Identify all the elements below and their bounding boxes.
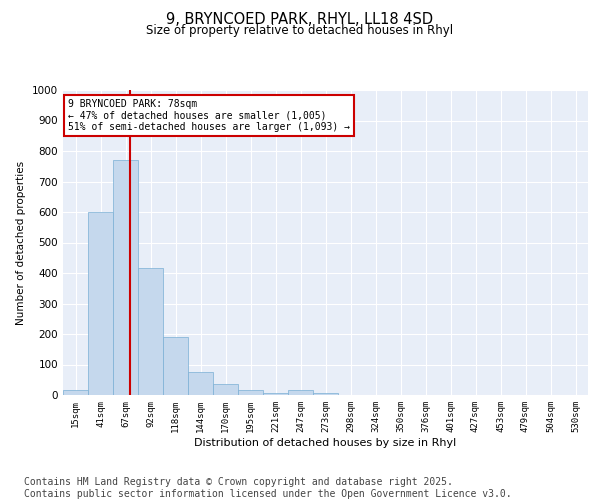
Y-axis label: Number of detached properties: Number of detached properties (16, 160, 26, 324)
Bar (213, 384, 238, 395)
Text: Contains HM Land Registry data © Crown copyright and database right 2025.
Contai: Contains HM Land Registry data © Crown c… (24, 478, 512, 499)
Bar (288, 390, 313, 395)
Bar (63, 390, 88, 395)
Bar (238, 390, 263, 395)
Text: 9 BRYNCOED PARK: 78sqm
← 47% of detached houses are smaller (1,005)
51% of semi-: 9 BRYNCOED PARK: 78sqm ← 47% of detached… (68, 99, 350, 132)
Bar (163, 337, 188, 395)
X-axis label: Distribution of detached houses by size in Rhyl: Distribution of detached houses by size … (194, 438, 457, 448)
Bar (138, 268, 163, 395)
Bar (263, 392, 288, 395)
Bar (88, 212, 113, 395)
Text: 9, BRYNCOED PARK, RHYL, LL18 4SD: 9, BRYNCOED PARK, RHYL, LL18 4SD (166, 12, 434, 28)
Text: Size of property relative to detached houses in Rhyl: Size of property relative to detached ho… (146, 24, 454, 37)
Bar (188, 372, 213, 395)
Bar (113, 160, 138, 395)
Bar (313, 394, 338, 395)
